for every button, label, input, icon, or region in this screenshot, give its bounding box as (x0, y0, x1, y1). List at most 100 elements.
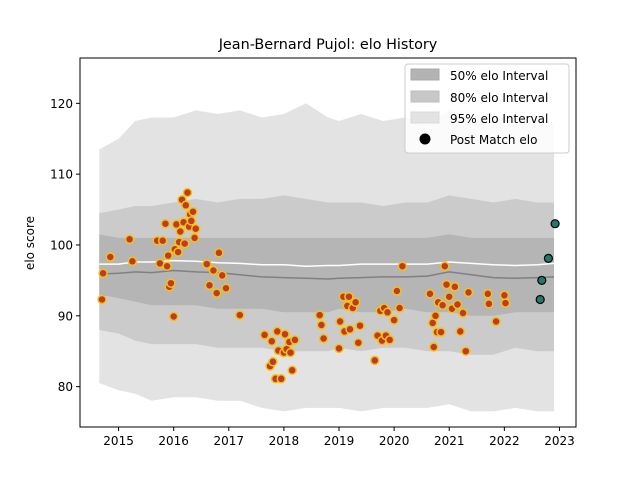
post-match-point (314, 310, 325, 320)
post-match-point (483, 289, 493, 299)
post-match-point (463, 287, 474, 298)
post-match-point (316, 320, 327, 330)
post-match-point (175, 226, 186, 237)
post-match-point-recent (535, 294, 545, 305)
post-match-point (276, 374, 286, 384)
post-match-point (267, 336, 277, 347)
post-match-point (382, 307, 393, 318)
post-match-point (182, 187, 193, 198)
legend-box (404, 63, 570, 154)
post-match-point (441, 279, 452, 290)
y-tick-label: 100 (50, 238, 73, 252)
post-match-point (353, 337, 364, 348)
post-match-point (211, 288, 222, 298)
post-match-point (221, 283, 231, 293)
post-match-point (344, 291, 354, 302)
post-match-point (168, 311, 179, 322)
x-tick-label: 2023 (544, 434, 575, 448)
chart-title: Jean-Bernard Pujol: elo History (218, 37, 438, 53)
legend-swatch-80 (410, 90, 440, 103)
x-tick-label: 2018 (269, 434, 300, 448)
post-match-point (458, 308, 468, 318)
legend-swatch-50 (410, 68, 440, 81)
post-match-point (127, 256, 138, 267)
x-tick-label: 2021 (434, 434, 465, 448)
legend-label-80: 80% elo Interval (450, 91, 548, 105)
legend-swatch-95 (410, 111, 440, 124)
post-match-point (500, 298, 511, 308)
post-match-point (394, 303, 405, 313)
x-tick-label: 2022 (489, 434, 520, 448)
post-match-point (268, 357, 278, 367)
plot-area (97, 103, 560, 412)
post-match-point-recent (543, 253, 554, 263)
y-axis-label: elo score (23, 216, 37, 270)
post-match-point (452, 299, 463, 310)
post-match-point (491, 316, 501, 327)
post-match-point (345, 324, 355, 335)
post-match-point (370, 355, 380, 366)
post-match-point (355, 320, 365, 331)
post-match-point (334, 343, 344, 354)
post-match-point (214, 248, 224, 258)
legend-marker-post-match (419, 133, 431, 145)
post-match-point (186, 216, 197, 226)
post-match-point (384, 335, 395, 345)
post-match-point (392, 286, 402, 296)
legend-label-post-match: Post Match elo (450, 133, 537, 147)
post-match-point-recent (550, 219, 560, 229)
x-axis: 2015 2016 2017 2018 2019 2020 2021 2022 2023 (103, 427, 575, 448)
post-match-point (290, 335, 300, 345)
post-match-point (499, 290, 510, 301)
post-match-point (318, 333, 329, 344)
post-match-point (190, 223, 201, 234)
post-match-point (208, 265, 219, 276)
post-match-point (217, 270, 227, 281)
x-tick-label: 2017 (214, 434, 245, 448)
axes-frame (79, 57, 577, 428)
post-match-point (285, 347, 296, 358)
post-match-point (97, 294, 107, 305)
post-match-point (98, 268, 108, 279)
post-match-point (397, 261, 408, 271)
post-match-point (124, 234, 135, 245)
post-match-point (259, 330, 270, 340)
post-match-point (437, 300, 448, 310)
post-match-point (272, 326, 283, 337)
post-match-point (444, 291, 454, 302)
post-match-point (160, 218, 171, 229)
post-match-point (440, 261, 450, 271)
post-match-point (455, 326, 466, 337)
post-match-point (350, 297, 361, 308)
x-tick-label: 2015 (103, 434, 134, 448)
post-match-point (335, 316, 345, 327)
x-tick-label: 2016 (158, 434, 189, 448)
post-match-point (189, 233, 200, 243)
y-tick-label: 110 (50, 168, 73, 182)
post-match-point (105, 252, 116, 262)
post-match-point (162, 261, 172, 271)
post-match-point (429, 342, 439, 352)
post-match-point (202, 259, 212, 269)
legend: 50% elo Interval 80% elo Interval 95% el… (404, 63, 570, 154)
post-match-point (163, 250, 173, 261)
post-match-point (235, 310, 245, 320)
post-match-point (204, 280, 215, 291)
post-match-point (484, 299, 494, 309)
legend-label-95: 95% elo Interval (450, 112, 548, 126)
points-layer (97, 187, 560, 384)
x-tick-label: 2020 (379, 434, 410, 448)
y-tick-label: 120 (50, 97, 73, 111)
legend-label-50: 50% elo Interval (450, 69, 548, 83)
post-match-point (166, 278, 176, 288)
post-match-point (188, 206, 198, 217)
mean-line (99, 259, 555, 267)
post-match-point (287, 365, 297, 376)
post-match-point (425, 289, 435, 299)
post-match-point-recent (537, 275, 547, 285)
median-line (99, 269, 555, 280)
post-match-point (157, 235, 168, 246)
post-match-point (280, 329, 290, 339)
y-tick-label: 90 (58, 309, 73, 323)
